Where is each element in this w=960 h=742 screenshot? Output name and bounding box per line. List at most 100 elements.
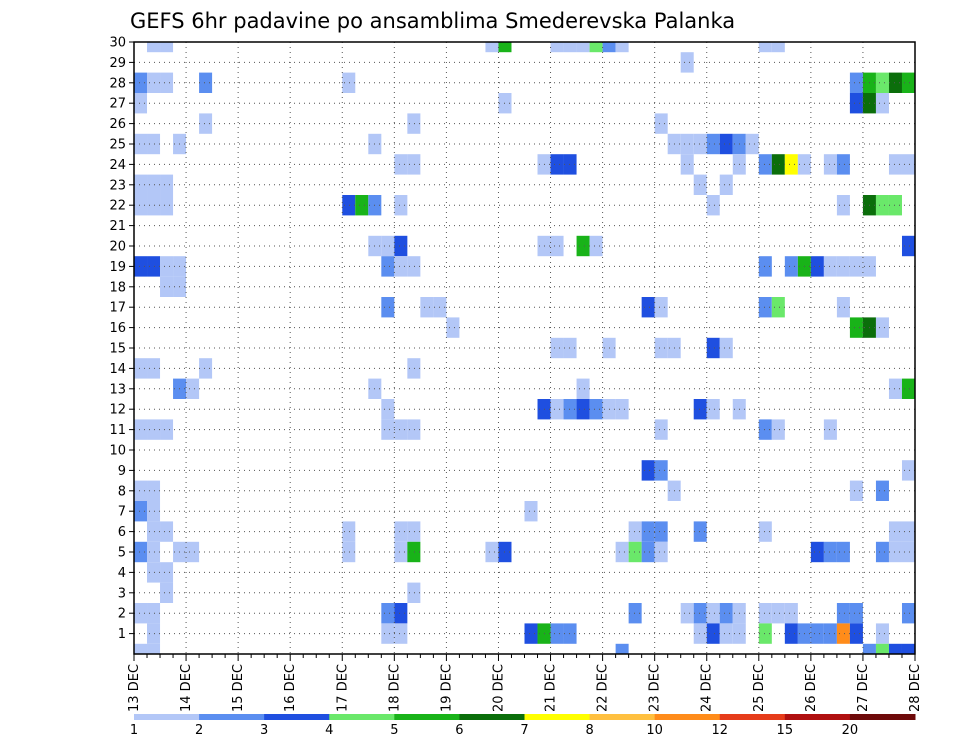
heatmap-cell (160, 256, 174, 277)
heatmap-cell (420, 297, 434, 318)
heatmap-cell (199, 358, 213, 379)
heatmap-cell (784, 154, 798, 175)
heatmap-cell (888, 643, 902, 654)
legend-label: 7 (520, 723, 528, 738)
heatmap-cell (823, 541, 837, 563)
heatmap-cell (394, 256, 408, 277)
heatmap-cell (147, 603, 161, 624)
heatmap-cell (693, 174, 707, 195)
y-tick-label: 27 (109, 97, 126, 112)
heatmap-cell (160, 195, 174, 216)
heatmap-cell (823, 623, 837, 644)
heatmap-cell (693, 133, 707, 155)
heatmap-cell (706, 195, 720, 216)
heatmap-cell (758, 256, 772, 277)
y-tick-label: 12 (109, 403, 126, 418)
heatmap-cell (147, 419, 161, 440)
heatmap-cell (147, 174, 161, 195)
heatmap-cell (147, 358, 161, 379)
heatmap-cell (134, 133, 148, 155)
heatmap-cell (550, 399, 564, 420)
heatmap-cell (394, 603, 408, 624)
heatmap-cell (407, 541, 421, 563)
heatmap-cell (589, 399, 603, 420)
heatmap-cell (706, 603, 720, 624)
heatmap-cell (680, 603, 694, 624)
heatmap-cell (771, 154, 785, 175)
heatmap-cell (693, 603, 707, 624)
heatmap-cell (147, 623, 161, 644)
y-tick-label: 9 (118, 464, 126, 479)
heatmap-cell (836, 195, 850, 216)
y-tick-label: 28 (109, 76, 126, 91)
heatmap-cell (875, 643, 889, 654)
heatmap-cell (888, 378, 902, 399)
heatmap-cell (901, 460, 915, 481)
heatmap-cell (160, 276, 174, 297)
heatmap-cell (355, 195, 369, 216)
heatmap-cell (160, 174, 174, 195)
heatmap-cell (901, 521, 915, 542)
heatmap-cell (680, 52, 694, 73)
y-tick-label: 13 (109, 382, 126, 397)
legend-swatch (264, 714, 330, 720)
heatmap-cell (836, 297, 850, 318)
heatmap-cell (160, 72, 174, 93)
legend-label: 2 (195, 723, 203, 738)
heatmap-cell (563, 154, 577, 175)
heatmap-cell (147, 480, 161, 501)
heatmap-cell (849, 72, 863, 93)
heatmap-cell (654, 541, 668, 563)
heatmap-cell (134, 419, 148, 440)
legend-swatch (589, 714, 656, 720)
y-tick-label: 16 (109, 321, 126, 336)
heatmap-cell (550, 337, 564, 359)
heatmap-cell (134, 643, 148, 654)
heatmap-cell (615, 399, 629, 420)
heatmap-cell (524, 623, 538, 644)
heatmap-cell (394, 419, 408, 440)
heatmap-cell (654, 113, 668, 134)
heatmap-cell (862, 643, 876, 654)
x-tick-label: 27 DEC (856, 664, 871, 712)
heatmap-cell (485, 541, 499, 563)
y-tick-label: 10 (109, 444, 126, 459)
heatmap-cell (771, 42, 785, 53)
heatmap-cell (758, 42, 772, 53)
heatmap-cell (680, 154, 694, 175)
heatmap-cell (888, 521, 902, 542)
heatmap-cell (758, 521, 772, 542)
heatmap-cell (147, 256, 161, 277)
heatmap-cell (160, 562, 174, 583)
heatmap-cell (550, 235, 564, 257)
heatmap-cell (693, 521, 707, 542)
heatmap-cell (160, 419, 174, 440)
heatmap-cell (381, 256, 395, 277)
legend-swatch (459, 714, 525, 720)
y-tick-label: 25 (109, 138, 126, 153)
heatmap-cell (147, 72, 161, 93)
heatmap-cell (160, 521, 174, 542)
heatmap-cell (147, 501, 161, 522)
heatmap-cell (615, 643, 629, 654)
heatmap-cell (407, 521, 421, 542)
y-tick-label: 23 (109, 178, 126, 193)
heatmap-cell (394, 154, 408, 175)
heatmap-cell (823, 154, 837, 175)
y-tick-label: 30 (109, 36, 126, 51)
heatmap-cell (134, 541, 148, 563)
x-tick-label: 13 DEC (127, 664, 142, 712)
heatmap-cell (901, 235, 915, 257)
heatmap-cell (888, 195, 902, 216)
x-tick-label: 15 DEC (231, 664, 246, 712)
heatmap-cell (394, 235, 408, 257)
heatmap-cell (147, 541, 161, 563)
chart-grid (134, 42, 915, 654)
heatmap-cell (160, 582, 174, 603)
heatmap-cell (147, 195, 161, 216)
heatmap-cell (381, 419, 395, 440)
heatmap-cell (706, 337, 720, 359)
legend-label: 20 (842, 723, 859, 738)
x-tick-label: 26 DEC (804, 664, 819, 712)
heatmap-cell (641, 521, 655, 542)
